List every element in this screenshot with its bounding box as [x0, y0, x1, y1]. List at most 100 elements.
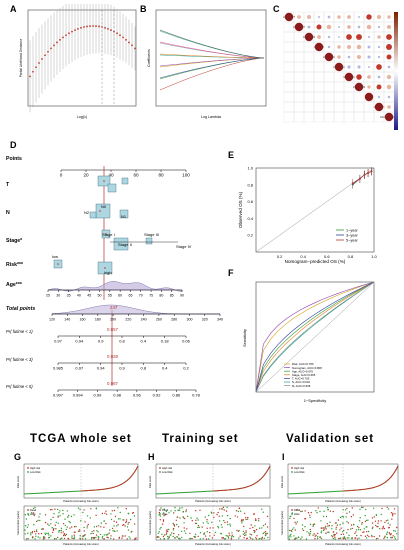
surv-alive	[290, 536, 292, 538]
surv-dead	[197, 525, 200, 527]
surv-dead	[128, 521, 130, 524]
e-ytick: 0.6	[247, 199, 253, 204]
surv-alive	[373, 507, 375, 509]
surv-dead	[125, 508, 128, 510]
panel-c-grid: LINC01977LINC01907LINC01819MAGED4LINC014…	[283, 11, 398, 123]
surv-dead	[245, 532, 247, 534]
tick-label: 0	[60, 173, 63, 178]
surv-dead	[211, 537, 214, 539]
surv-dead	[310, 511, 312, 514]
surv-alive	[365, 537, 368, 539]
surv-dead	[323, 528, 325, 531]
surv-alive	[346, 532, 348, 534]
tick-label: 45	[87, 294, 91, 298]
surv-alive	[331, 535, 333, 537]
surv-alive	[245, 534, 247, 536]
surv-dead	[33, 514, 35, 517]
surv-dead	[44, 514, 47, 516]
panel-c-colorbar	[394, 12, 398, 130]
surv-alive	[343, 537, 346, 539]
set-title-tcga: TCGA whole set	[30, 433, 132, 445]
surv-dead	[222, 506, 225, 509]
corr-cell	[303, 101, 315, 113]
surv-alive	[38, 516, 40, 518]
surv-dead	[351, 507, 353, 509]
coef-path	[159, 57, 265, 67]
surv-alive	[350, 528, 352, 530]
surv-dead	[327, 531, 329, 533]
risk-legend-low: Low Risk	[294, 470, 305, 474]
surv-dead	[222, 537, 224, 539]
surv-alive	[365, 526, 367, 528]
nomo-box	[119, 209, 129, 219]
surv-alive	[71, 537, 73, 539]
surv-dead	[266, 515, 269, 518]
surv-dead	[383, 527, 386, 530]
cv-point	[47, 50, 49, 53]
surv-dead	[375, 538, 378, 540]
panel-e-calibration: 0.2 0.2 0.4 0.4 0.6 0.6 0.8 0.8 1.0 1.0 1−year3−y…	[238, 166, 378, 265]
surv-dead	[84, 521, 86, 523]
surv-alive	[60, 529, 63, 532]
surv-dead	[240, 520, 243, 522]
surv-alive	[199, 532, 202, 534]
nomo-points-ticks: 0 20 40 60 80 100	[60, 170, 190, 178]
surv-dead	[173, 525, 176, 527]
surv-alive	[197, 526, 199, 529]
surv-alive	[103, 534, 106, 536]
tick-label: 0.4	[141, 339, 147, 344]
surv-alive	[91, 531, 93, 533]
corr-cell	[303, 51, 315, 63]
surv-dead	[96, 525, 98, 528]
surv-alive	[159, 538, 162, 540]
corr-dot	[376, 14, 382, 20]
corr-dot	[346, 44, 352, 50]
risk-legend-low: Low Risk	[30, 470, 41, 474]
surv-alive	[98, 525, 100, 527]
surv-dead	[358, 527, 360, 529]
corr-dot	[317, 35, 321, 39]
surv-alive	[262, 524, 265, 527]
panel-label-g: G	[14, 452, 22, 462]
cv-point	[53, 44, 55, 47]
surv-dead	[209, 531, 211, 534]
surv-alive	[348, 537, 350, 539]
surv-alive	[168, 512, 170, 514]
surv-dead	[373, 535, 375, 538]
surv-alive	[359, 529, 362, 531]
panel-f-diagonal	[255, 281, 375, 393]
cv-point	[38, 62, 40, 64]
surv-alive	[173, 524, 175, 526]
surv-alive	[110, 513, 112, 515]
surv-alive	[220, 524, 223, 526]
tick-label: 0.98	[113, 393, 122, 398]
tick-label: 0.94	[97, 366, 106, 371]
surv-dead	[331, 536, 334, 538]
f-legend-label: Stage, AUC=0.665	[292, 373, 316, 377]
surv-alive	[197, 519, 199, 521]
surv-dead	[382, 527, 384, 529]
surv-dead	[242, 519, 244, 521]
nomo-dot	[103, 180, 105, 182]
surv-dead	[364, 535, 367, 537]
surv-dead	[243, 512, 246, 515]
surv-alive	[119, 511, 121, 514]
corr-cell	[283, 91, 295, 103]
surv-alive	[65, 533, 68, 536]
tick-label: 100	[182, 173, 190, 178]
corr-cell	[363, 111, 375, 123]
surv-alive	[71, 535, 73, 537]
corr-cell	[353, 111, 365, 123]
surv-alive	[181, 536, 183, 539]
cv-point	[98, 25, 100, 28]
tick-label: 0.97	[75, 366, 84, 371]
surv-alive	[178, 537, 180, 540]
risk-curve-high	[342, 465, 399, 492]
surv-alive	[79, 538, 82, 540]
surv-dead	[304, 518, 306, 520]
cv-point	[122, 36, 124, 39]
corr-diag	[294, 22, 304, 32]
surv-alive	[301, 524, 304, 526]
surv-alive	[219, 520, 221, 522]
surv-alive	[91, 536, 93, 539]
